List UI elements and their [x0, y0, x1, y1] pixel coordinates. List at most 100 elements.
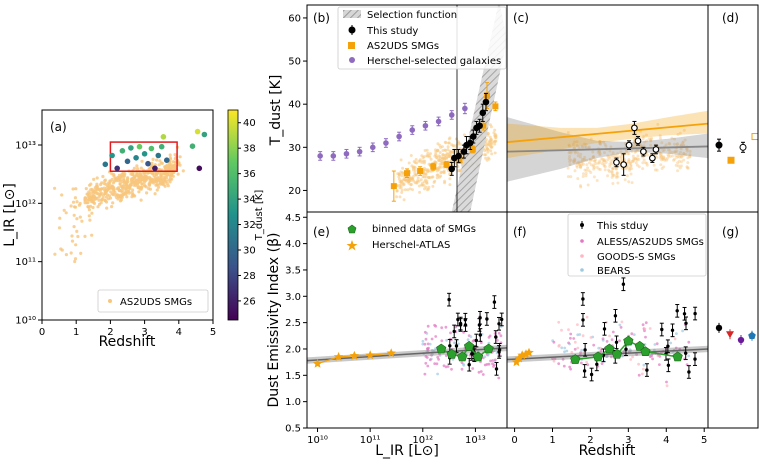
panel-c-smg-point	[658, 134, 662, 138]
panel-e-smg-point	[451, 358, 455, 361]
panel-c-point	[613, 159, 620, 166]
panel-c-smg-point	[645, 163, 649, 167]
panel-a-smg-point	[149, 177, 153, 181]
panel-c-smg-point	[659, 152, 663, 156]
panel-c-smg-point	[634, 150, 638, 153]
panel-a-smg-point	[163, 178, 167, 182]
panel-c-smg-point	[601, 157, 605, 161]
panel-a-smg-point	[178, 155, 182, 159]
panel-c-smg-point	[647, 137, 651, 141]
panel-e-xtick-label-0: 10¹⁰	[307, 435, 328, 446]
panel-f-study-point	[645, 368, 649, 372]
panel-c-smg-point	[658, 156, 662, 160]
panel-c-smg-point	[611, 151, 615, 155]
panel-c-smg-point	[680, 160, 683, 164]
panel-c-smg-point	[635, 158, 639, 162]
panel-c-smg-point	[688, 149, 692, 153]
panel-b-smg-point	[408, 177, 412, 181]
panel-b-smg-point	[440, 162, 444, 166]
panel-f-smg-point	[569, 367, 572, 371]
panel-c-smg-point	[569, 175, 573, 179]
panel-f-smg-point	[557, 320, 561, 324]
panel-b-smg-point	[436, 173, 440, 177]
panel-a-smg-point	[130, 191, 134, 195]
panel-e-smg-point	[428, 342, 432, 346]
panel-a-smg-point	[73, 257, 78, 261]
panel-c-orange-band	[507, 110, 708, 159]
panel-c-smg-point	[668, 149, 672, 152]
panel-c-smg-point	[579, 152, 583, 156]
panel-a-smg-point	[173, 167, 177, 171]
panel-f-xtick-label-4: 4	[663, 435, 669, 446]
panel-c-smg-point	[641, 167, 645, 171]
panel-c-smg-point	[598, 139, 602, 143]
panel-b-herschel-point	[317, 153, 323, 159]
panel-f-smg-point	[631, 355, 634, 359]
panel-c-smg-point	[627, 166, 631, 170]
panel-f-smg-point	[561, 357, 565, 361]
panel-c-smg-point	[568, 160, 572, 163]
panel-a-smg-point	[93, 197, 97, 201]
panel-e-smg-point	[426, 347, 429, 351]
panel-c-smg-point	[679, 150, 682, 154]
panel-b-smg-point	[403, 188, 407, 192]
panel-a-smg-point	[71, 187, 75, 191]
panel-c-smg-point	[602, 162, 606, 166]
panel-a-smg-point	[70, 239, 75, 243]
panel-a-smg-point	[73, 205, 78, 209]
panel-b-smg-point	[447, 141, 451, 145]
panel-b-smg-point	[489, 125, 493, 129]
panel-b-as2uds-point	[484, 92, 490, 99]
panel-c-smg-point	[603, 159, 607, 163]
panel-c-smg-point	[611, 167, 615, 171]
panel-c-smg-point	[588, 157, 592, 161]
panel-f-smg-point	[637, 362, 640, 366]
panel-b-smg-point	[444, 149, 448, 152]
panel-e-smg-point	[460, 361, 464, 364]
panel-a-smg-point	[112, 188, 116, 192]
panel-e-xlabel: L_IR [L⊙]	[375, 443, 439, 459]
panel-c-smg-point	[635, 163, 639, 167]
panel-f-smg-point	[620, 320, 624, 324]
panel-c-point	[634, 137, 642, 145]
panel-c-bands	[507, 110, 708, 182]
panel-f-smg-point	[605, 340, 609, 343]
panel-f-binned-point	[634, 340, 645, 351]
panel-e-smg-point	[424, 337, 428, 341]
panel-c-smg-point	[631, 159, 635, 163]
panel-c-smg-point	[660, 167, 664, 170]
panel-a-smg-point	[164, 176, 169, 180]
panel-a-colored-point	[136, 143, 143, 150]
panel-f-bands	[507, 345, 708, 363]
panel-f-smg-point	[586, 363, 590, 367]
panel-c-smg-point	[598, 152, 602, 156]
panel-a-colored-point	[196, 165, 203, 172]
panel-b-smg-point	[456, 169, 460, 173]
panel-a-smg-point	[155, 188, 159, 192]
panel-a-smg-point	[152, 174, 156, 178]
panel-b-smg-point	[434, 152, 438, 156]
panel-c-smg-point	[610, 172, 614, 176]
panel-c-smg-point	[608, 156, 612, 160]
panel-b-smg-point	[421, 159, 425, 163]
panel-b-smg-point	[448, 177, 452, 181]
panel-f-smg-point	[567, 328, 570, 331]
panel-a-smg-point	[155, 172, 159, 176]
panel-b-smg-point	[450, 143, 454, 147]
panel-a-colored-point	[119, 148, 126, 154]
legend-a-marker	[108, 299, 112, 303]
panel-a-smg-point	[172, 163, 176, 167]
panel-b-smg-point	[490, 142, 494, 146]
panel-c-smg-point	[610, 175, 614, 179]
panel-c-smg-point	[649, 139, 653, 143]
panel-c-smg-point	[628, 161, 632, 165]
panel-a-xtick-5-label: 5	[210, 327, 216, 338]
panel-b-smg-point	[489, 138, 493, 142]
panel-f-smg-point	[610, 355, 613, 359]
panel-c-smg-point	[584, 142, 588, 146]
panel-f-smg-point	[644, 321, 648, 325]
panel-e-study-point	[452, 329, 456, 334]
panel-c-smg-point	[610, 162, 613, 166]
panel-a-colored-point	[124, 158, 131, 165]
panel-b-smg-point	[400, 191, 404, 194]
